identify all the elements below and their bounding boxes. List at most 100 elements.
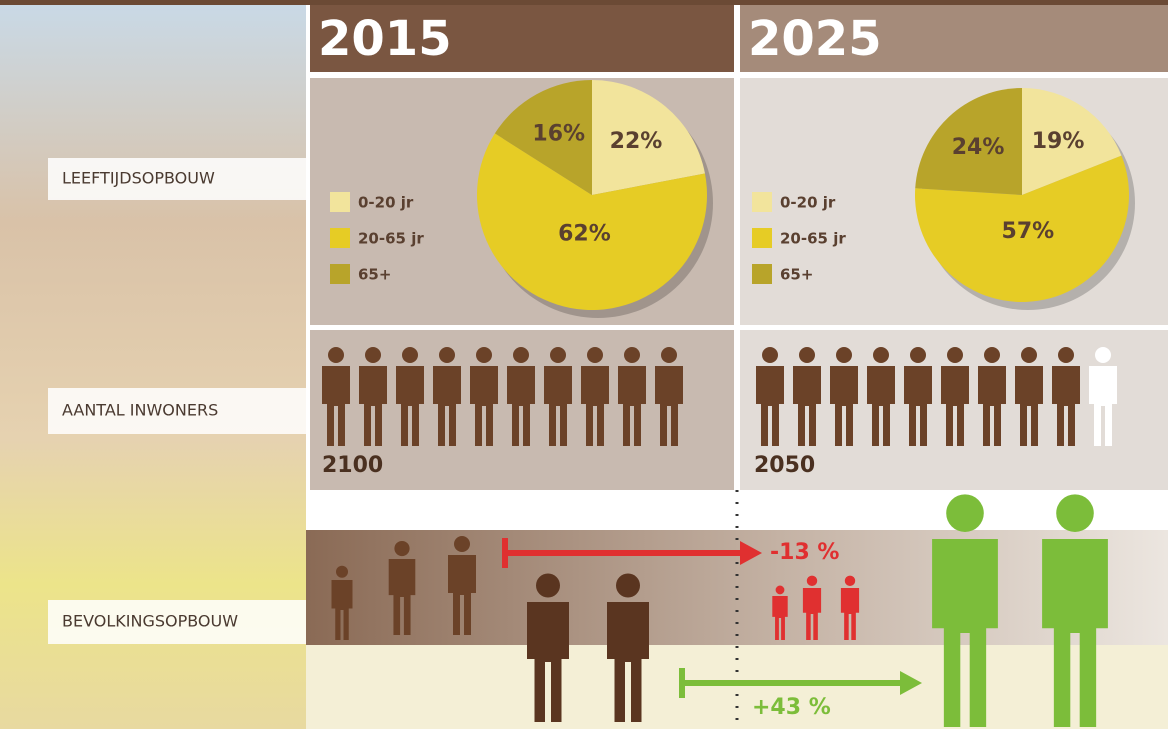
person-icon — [762, 347, 778, 363]
arrow — [900, 671, 922, 695]
person-icon — [388, 559, 416, 635]
person-icon — [470, 366, 498, 446]
legend-label: 0-20 jr — [780, 194, 836, 212]
pie-slice — [914, 155, 1129, 302]
legend-swatch — [752, 228, 772, 248]
person-icon — [984, 347, 1000, 363]
inhabitants: 2100 — [322, 453, 383, 478]
person-icon — [1052, 366, 1080, 446]
legend-label: 0-20 jr — [358, 194, 414, 212]
person-icon — [624, 347, 640, 363]
person-icon — [978, 366, 1006, 446]
person-icon — [513, 347, 529, 363]
person-icon — [618, 366, 646, 446]
person-icon — [331, 580, 353, 640]
person-icon — [616, 573, 640, 598]
legend-swatch — [330, 192, 350, 212]
person-icon — [527, 602, 569, 722]
legend-swatch — [330, 264, 350, 284]
legend-label: 65+ — [358, 266, 391, 284]
pie-slice — [592, 80, 705, 195]
person-icon — [1042, 539, 1108, 727]
person-icon — [359, 366, 387, 446]
person-icon — [394, 540, 410, 557]
person-icon — [365, 347, 381, 363]
legend-swatch — [330, 228, 350, 248]
slice-label: 19% — [1032, 129, 1085, 154]
person-icon — [840, 588, 860, 640]
person-icon — [322, 366, 350, 446]
change: -13 % — [770, 540, 839, 565]
slice-label: 62% — [558, 222, 611, 247]
slice-label: 57% — [1002, 219, 1055, 244]
legend-swatch — [752, 264, 772, 284]
pie-slice — [915, 88, 1022, 195]
person-icon — [544, 366, 572, 446]
person-icon — [439, 347, 455, 363]
person-icon — [806, 575, 818, 587]
person-icon — [433, 366, 461, 446]
year: 2025 — [748, 11, 882, 67]
person-icon — [1058, 347, 1074, 363]
person-icon — [1056, 494, 1094, 532]
person-icon — [756, 366, 784, 446]
person-icon — [1021, 347, 1037, 363]
person-icon — [587, 347, 603, 363]
person-icon — [772, 596, 788, 640]
person-icon — [328, 347, 344, 363]
header-2025 — [740, 5, 1168, 72]
slice-label: 24% — [952, 135, 1005, 160]
inhabitants: 2050 — [754, 453, 815, 478]
row-label: LEEFTIJDSOPBOUW — [62, 169, 215, 188]
person-icon — [946, 494, 984, 532]
year: 2015 — [318, 11, 452, 67]
person-icon — [799, 347, 815, 363]
person-icon — [454, 536, 470, 552]
legend-label: 65+ — [780, 266, 813, 284]
person-icon — [932, 539, 998, 727]
person-icon — [448, 555, 476, 635]
person-icon — [476, 347, 492, 363]
header-2015 — [310, 5, 734, 72]
person-icon — [867, 366, 895, 446]
person-icon — [402, 347, 418, 363]
pie-slice — [494, 80, 592, 195]
change: +43 % — [752, 695, 831, 720]
person-icon — [607, 602, 649, 722]
person-icon — [1015, 366, 1043, 446]
person-icon — [844, 575, 856, 587]
person-icon — [910, 347, 926, 363]
person-icon — [581, 366, 609, 446]
person-icon — [536, 573, 560, 598]
person-icon — [550, 347, 566, 363]
row-label: BEVOLKINGSOPBOUW — [62, 612, 238, 631]
legend-swatch — [752, 192, 772, 212]
arrow — [740, 541, 762, 565]
legend-label: 20-65 jr — [780, 230, 846, 248]
slice-label: 16% — [532, 122, 585, 147]
row-label: AANTAL INWONERS — [62, 401, 218, 420]
person-icon — [396, 366, 424, 446]
pie-slice — [476, 133, 707, 311]
person-icon — [941, 366, 969, 446]
band — [306, 645, 1168, 729]
person-icon — [507, 366, 535, 446]
person-icon — [802, 588, 822, 640]
person-icon — [655, 366, 683, 446]
person-icon — [947, 347, 963, 363]
person-icon — [830, 366, 858, 446]
legend-label: 20-65 jr — [358, 230, 424, 248]
person-icon — [836, 347, 852, 363]
person-icon — [1089, 366, 1117, 446]
pie-slice — [1022, 88, 1122, 195]
person-icon — [336, 565, 348, 578]
person-icon — [775, 585, 785, 595]
top-rule — [0, 0, 1168, 5]
person-icon — [904, 366, 932, 446]
slice-label: 22% — [610, 129, 663, 154]
person-icon — [873, 347, 889, 363]
label-box — [48, 158, 306, 200]
person-icon — [1095, 347, 1111, 363]
label-box — [48, 600, 306, 644]
